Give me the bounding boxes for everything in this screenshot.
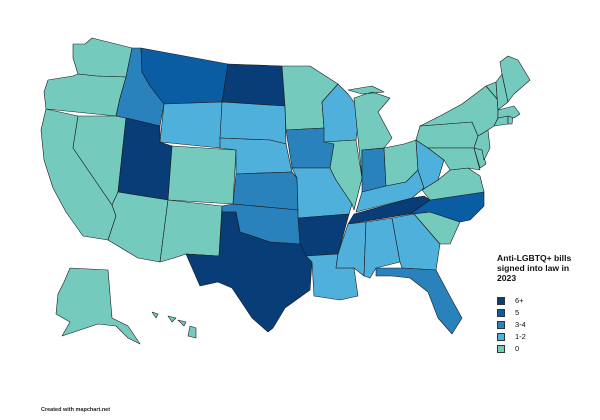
credit-text: Created with mapchart.net [41, 407, 111, 413]
map-legend: Anti-LGBTQ+ bills signed into law in 202… [497, 253, 597, 355]
legend-swatch [497, 344, 505, 353]
state-ak [55, 267, 141, 345]
state-pa [415, 121, 479, 149]
state-wa [72, 37, 133, 78]
legend-label: 3-4 [515, 320, 526, 329]
legend-item: 0 [497, 343, 597, 354]
state-me [499, 55, 531, 103]
state-az [107, 191, 169, 263]
legend-label: 0 [515, 344, 520, 353]
legend-label: 1-2 [515, 332, 526, 341]
state-co [167, 145, 237, 205]
state-wy [159, 101, 223, 149]
state-md [427, 147, 481, 171]
legend-item: 1-2 [497, 331, 597, 342]
state-or [43, 73, 127, 117]
state-in [361, 147, 387, 193]
legend-swatch [497, 308, 505, 317]
state-nd [221, 63, 286, 107]
legend-label: 6+ [515, 296, 524, 305]
state-sd [219, 101, 287, 145]
legend-swatch [497, 320, 505, 329]
state-ma [497, 105, 521, 119]
legend-title: Anti-LGBTQ+ bills signed into law in 202… [497, 253, 572, 283]
state-tx [185, 211, 313, 333]
state-fl [375, 267, 463, 335]
legend-swatch [497, 296, 505, 305]
legend-item: 3-4 [497, 319, 597, 330]
legend-label: 5 [515, 308, 520, 317]
legend-items: 6+ 5 3-4 1-2 0 [497, 295, 597, 354]
state-ks [232, 171, 299, 211]
legend-swatch [497, 332, 505, 341]
state-il [323, 139, 363, 211]
legend-item: 5 [497, 307, 597, 318]
state-hi [151, 311, 197, 339]
state-nm [159, 199, 223, 263]
legend-item: 6+ [497, 295, 597, 306]
